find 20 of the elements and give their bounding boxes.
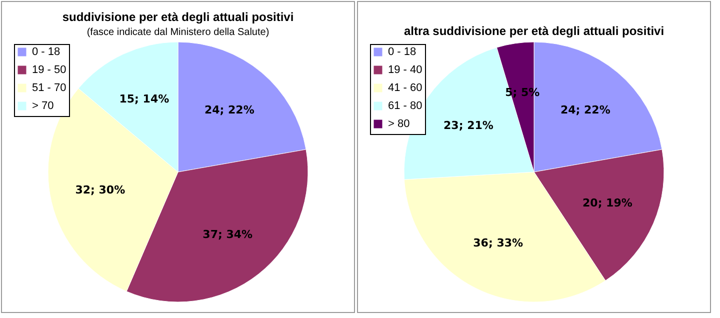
data-label: 15; 14%	[119, 92, 170, 106]
data-label: 24; 22%	[560, 104, 610, 117]
legend-label: > 80	[388, 118, 410, 130]
data-label: 32; 30%	[75, 183, 126, 196]
chart-title: altra suddivisione per età degli attuali positivi	[404, 24, 664, 38]
legend-label: 61 - 80	[388, 100, 422, 112]
data-label: 24; 22%	[204, 104, 254, 117]
chart-title: suddivisione per età degli attuali positivi	[62, 10, 294, 24]
legend-label: 19 - 40	[388, 64, 422, 76]
data-label: 37; 34%	[202, 228, 253, 241]
data-label: 20; 19%	[582, 196, 632, 210]
legend-label: 0 - 18	[32, 46, 60, 58]
data-label: 23; 21%	[444, 119, 494, 132]
legend-label: 51 - 70	[32, 82, 66, 94]
legend-label: 0 - 18	[388, 46, 416, 58]
legend-label: > 70	[32, 100, 54, 112]
legend-label: 41 - 60	[388, 82, 422, 94]
data-label: 36; 33%	[473, 236, 524, 250]
legend-label: 19 - 50	[32, 64, 66, 76]
chart-subtitle: (fasce indicate dal Ministero della Salute)	[86, 27, 270, 38]
